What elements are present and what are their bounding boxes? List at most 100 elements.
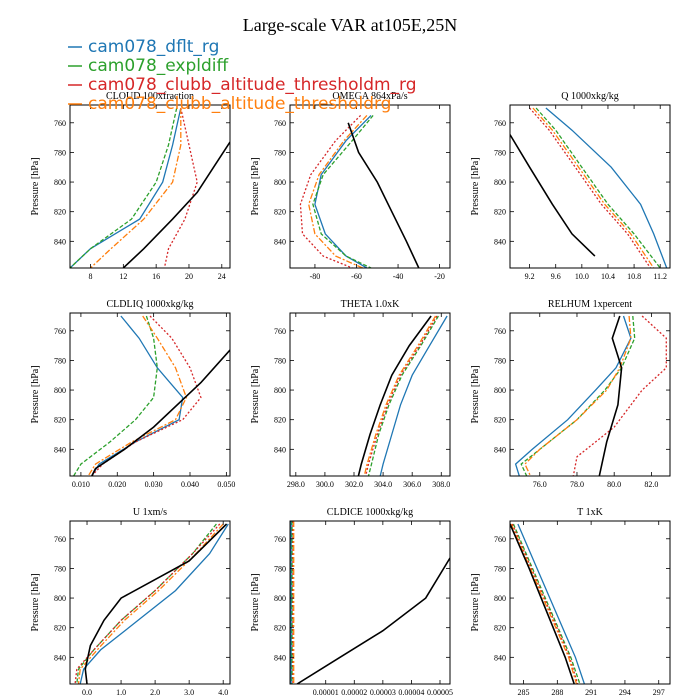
- series-line-1: [379, 315, 448, 476]
- subplot: 760 780 800 820 840 8 12 16 20 24 CLOUD 100xfracti…: [30, 91, 231, 281]
- y-axis-label: Pressure [hPa]: [30, 157, 41, 215]
- x-tick-label: 0.0: [82, 688, 92, 697]
- x-tick-label: 0.00003: [370, 688, 396, 697]
- x-tick-label: -60: [351, 272, 362, 281]
- subplot: 760 780 800 820 840 0.0 1.0 2.0 3.0 4.0 U 1xm/s Pre…: [30, 507, 231, 697]
- series-group: [70, 107, 230, 268]
- y-tick-label: 820: [54, 416, 66, 425]
- series-line-2: [70, 107, 178, 268]
- x-tick-label: 10.0: [575, 272, 589, 281]
- x-tick-label: 24: [218, 272, 226, 281]
- series-line-4: [363, 315, 437, 476]
- y-tick-label: 840: [54, 653, 66, 662]
- subplot-grid: 760 780 800 820 840 8 12 16 20 24 CLOUD 100xfracti…: [30, 91, 671, 697]
- series-line-5: [510, 523, 575, 684]
- y-axis-label: Pressure [hPa]: [250, 365, 261, 423]
- y-tick-label: 760: [494, 535, 506, 544]
- x-tick-label: 0.050: [217, 480, 235, 489]
- series-line-3: [572, 315, 667, 476]
- subplot-title: Q 1000xkg/kg: [561, 91, 619, 102]
- x-tick-label: 306.0: [403, 480, 421, 489]
- series-line-1: [79, 523, 229, 684]
- plot-frame: [289, 104, 451, 269]
- y-tick-label: 800: [494, 594, 506, 603]
- y-tick-label: 780: [494, 148, 506, 157]
- y-tick-label: 820: [274, 416, 286, 425]
- y-tick-label: 820: [274, 208, 286, 217]
- legend-entry: cam078_clubb_altitude_thresholdm_rg: [68, 75, 417, 95]
- x-tick-label: 0.00001: [313, 688, 339, 697]
- x-tick-label: 76.0: [533, 480, 547, 489]
- series-line-2: [76, 523, 217, 684]
- series-line-2: [520, 315, 636, 476]
- y-tick-label: 760: [274, 119, 286, 128]
- y-axis-label: Pressure [hPa]: [30, 573, 41, 631]
- figure-title: Large-scale VAR at105E,25N: [243, 15, 457, 35]
- x-tick-label: 0.020: [108, 480, 126, 489]
- x-tick-label: 1.0: [116, 688, 126, 697]
- plot-frame: [289, 312, 451, 477]
- x-tick-label: 9.2: [525, 272, 535, 281]
- y-tick-label: 800: [494, 386, 506, 395]
- x-tick-label: 82.0: [644, 480, 658, 489]
- x-tick-label: 2.0: [150, 688, 160, 697]
- x-tick-label: 294: [619, 688, 631, 697]
- y-tick-label: 760: [274, 327, 286, 336]
- subplot: 760 780 800 820 840 298.0 300.0 302.0 304.0 306.0…: [250, 299, 451, 489]
- subplot-title: RELHUM 1xpercent: [548, 299, 632, 310]
- y-tick-label: 800: [274, 386, 286, 395]
- y-tick-label: 800: [54, 178, 66, 187]
- y-axis-label: Pressure [hPa]: [30, 365, 41, 423]
- legend-label: cam078_clubb_altitude_thresholdm_rg: [88, 75, 417, 95]
- x-tick-label: 9.6: [551, 272, 561, 281]
- series-group: [290, 521, 450, 684]
- y-tick-label: 780: [54, 148, 66, 157]
- y-tick-label: 840: [274, 653, 286, 662]
- plot-frame: [289, 520, 451, 685]
- series-line-5: [296, 557, 450, 684]
- series-line-2: [512, 523, 581, 684]
- legend: cam078_dflt_rgcam078_expldiffcam078_club…: [68, 37, 417, 114]
- x-tick-label: 8: [89, 272, 93, 281]
- y-tick-label: 840: [494, 445, 506, 454]
- subplot: 760 780 800 820 840 0.010 0.020 0.030 0.040 0.050…: [30, 299, 235, 489]
- series-line-4: [90, 108, 182, 268]
- subplot-title: U 1xm/s: [133, 507, 167, 518]
- series-line-5: [357, 315, 432, 476]
- series-group: [74, 523, 229, 684]
- x-tick-label: 300.0: [316, 480, 334, 489]
- subplot-title: OMEGA 864xPa/s: [332, 91, 407, 102]
- subplot: 760 780 800 820 840 -80 -60 -40 -20 OMEGA 864xPa/…: [250, 91, 451, 281]
- y-tick-label: 840: [494, 237, 506, 246]
- y-tick-label: 780: [494, 564, 506, 573]
- x-tick-label: 16: [152, 272, 160, 281]
- series-line-5: [91, 349, 230, 476]
- y-tick-label: 800: [494, 178, 506, 187]
- x-tick-label: 0.010: [72, 480, 90, 489]
- legend-entry: cam078_expldiff: [68, 56, 230, 76]
- series-line-5: [598, 315, 623, 476]
- series-line-4: [524, 315, 632, 476]
- y-tick-label: 840: [54, 445, 66, 454]
- series-line-1: [91, 315, 184, 476]
- legend-entry: cam078_dflt_rg: [68, 37, 219, 57]
- x-tick-label: 11.2: [653, 272, 667, 281]
- series-line-4: [532, 107, 655, 268]
- x-tick-label: 298.0: [287, 480, 305, 489]
- series-line-1: [314, 114, 372, 268]
- subplot-title: CLDLIQ 1000xkg/kg: [107, 299, 194, 310]
- x-tick-label: 78.0: [570, 480, 584, 489]
- series-line-3: [299, 114, 362, 268]
- y-tick-label: 780: [274, 148, 286, 157]
- x-tick-label: 20: [185, 272, 193, 281]
- y-tick-label: 780: [54, 564, 66, 573]
- y-axis-label: Pressure [hPa]: [470, 365, 481, 423]
- x-tick-label: 304.0: [374, 480, 392, 489]
- y-tick-label: 780: [54, 356, 66, 365]
- legend-entry: cam078_clubb_altitude_thresholdrg: [68, 94, 391, 114]
- x-tick-label: 4.0: [218, 688, 228, 697]
- legend-label: cam078_clubb_altitude_thresholdrg: [88, 94, 391, 114]
- x-tick-label: 291: [585, 688, 597, 697]
